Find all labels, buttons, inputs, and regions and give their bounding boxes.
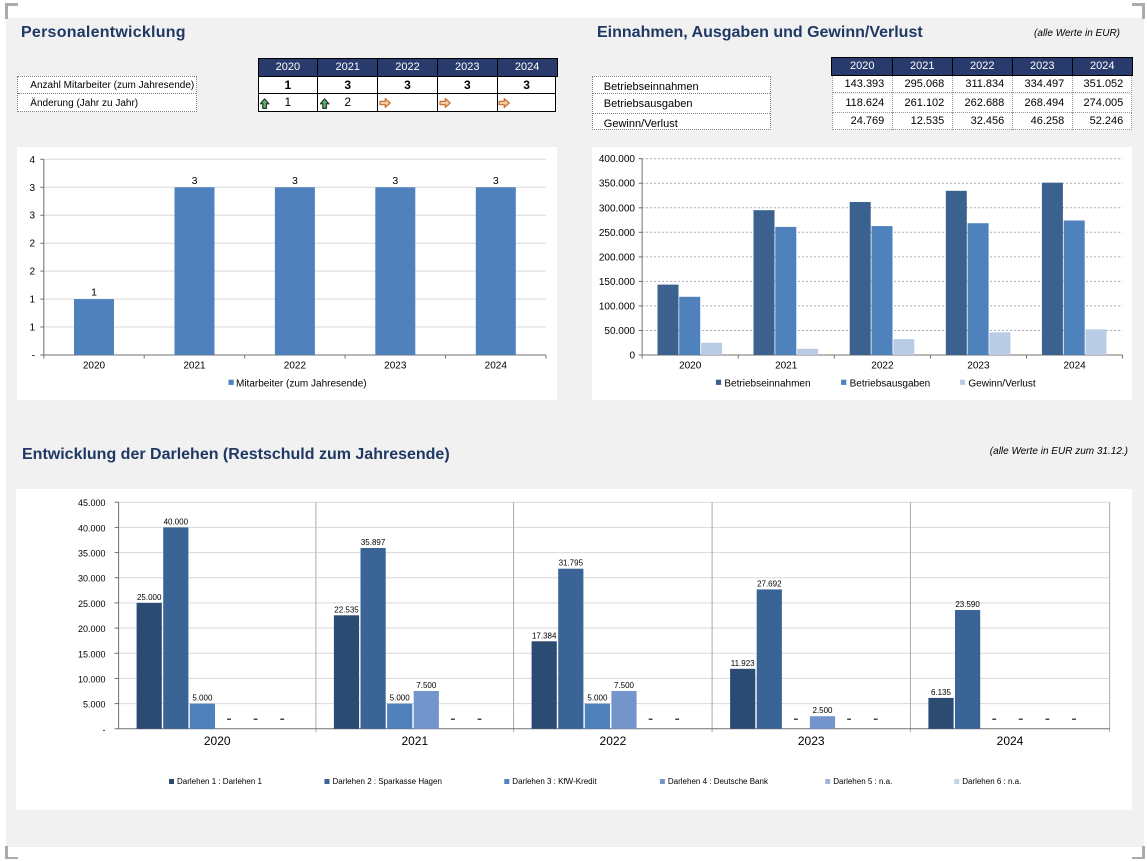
svg-text:10.000: 10.000 xyxy=(78,674,106,684)
svg-text:2021: 2021 xyxy=(775,361,798,372)
svg-text:17.384: 17.384 xyxy=(532,631,557,640)
svg-text:Mitarbeiter (zum Jahresende): Mitarbeiter (zum Jahresende) xyxy=(236,378,367,389)
svg-text:2021: 2021 xyxy=(183,361,206,372)
svg-text:100.000: 100.000 xyxy=(599,301,636,312)
svg-text:3: 3 xyxy=(292,175,298,187)
svg-text:Darlehen 1 : Darlehen 1: Darlehen 1 : Darlehen 1 xyxy=(177,777,262,786)
svg-text:2022: 2022 xyxy=(600,734,627,748)
svg-text:7.500: 7.500 xyxy=(416,681,437,690)
svg-text:31.795: 31.795 xyxy=(559,559,584,568)
svg-text:250.000: 250.000 xyxy=(599,228,636,239)
svg-text:400.000: 400.000 xyxy=(599,154,636,165)
svg-text:25.000: 25.000 xyxy=(78,599,106,609)
svg-text:Darlehen 4 : Deutsche Bank: Darlehen 4 : Deutsche Bank xyxy=(668,777,769,786)
svg-text:23.590: 23.590 xyxy=(955,600,980,609)
svg-text:1: 1 xyxy=(91,287,97,299)
svg-text:300.000: 300.000 xyxy=(599,203,636,214)
svg-text:7.500: 7.500 xyxy=(614,681,635,690)
svg-text:5.000: 5.000 xyxy=(390,694,411,703)
svg-text:2023: 2023 xyxy=(798,734,825,748)
svg-text:22.535: 22.535 xyxy=(334,605,359,614)
svg-text:2024: 2024 xyxy=(997,734,1024,748)
svg-text:6.135: 6.135 xyxy=(931,688,952,697)
svg-text:2022: 2022 xyxy=(284,361,307,372)
svg-text:Darlehen 2 : Sparkasse Hagen: Darlehen 2 : Sparkasse Hagen xyxy=(333,777,442,786)
svg-text:350.000: 350.000 xyxy=(599,179,636,190)
svg-text:5.000: 5.000 xyxy=(83,700,106,710)
svg-text:40.000: 40.000 xyxy=(78,523,106,533)
svg-text:2024: 2024 xyxy=(1063,361,1086,372)
svg-text:-: - xyxy=(103,725,106,735)
svg-text:2: 2 xyxy=(29,239,35,250)
svg-text:Betriebsausgaben: Betriebsausgaben xyxy=(850,378,931,389)
svg-text:25.000: 25.000 xyxy=(137,593,162,602)
svg-text:3: 3 xyxy=(192,175,198,187)
svg-text:2024: 2024 xyxy=(485,361,508,372)
svg-text:200.000: 200.000 xyxy=(599,252,636,263)
svg-text:Darlehen 5 : n.a.: Darlehen 5 : n.a. xyxy=(833,777,892,786)
svg-text:Gewinn/Verlust: Gewinn/Verlust xyxy=(968,378,1035,389)
svg-text:2023: 2023 xyxy=(967,361,990,372)
svg-text:2020: 2020 xyxy=(679,361,702,372)
svg-text:50.000: 50.000 xyxy=(604,326,635,337)
svg-text:15.000: 15.000 xyxy=(78,649,106,659)
svg-text:5.000: 5.000 xyxy=(192,694,213,703)
svg-text:2: 2 xyxy=(29,267,35,278)
svg-text:20.000: 20.000 xyxy=(78,624,106,634)
svg-text:3: 3 xyxy=(493,175,499,187)
svg-text:2022: 2022 xyxy=(871,361,894,372)
svg-text:Betriebseinnahmen: Betriebseinnahmen xyxy=(724,378,810,389)
svg-text:5.000: 5.000 xyxy=(587,694,608,703)
svg-text:3: 3 xyxy=(29,211,35,222)
svg-text:Darlehen 6 : n.a.: Darlehen 6 : n.a. xyxy=(962,777,1021,786)
svg-text:2.500: 2.500 xyxy=(812,706,833,715)
svg-text:2020: 2020 xyxy=(83,361,106,372)
svg-text:11.923: 11.923 xyxy=(731,659,755,668)
svg-text:1: 1 xyxy=(29,323,35,334)
svg-text:2021: 2021 xyxy=(401,734,428,748)
svg-text:35.000: 35.000 xyxy=(78,549,106,559)
svg-text:Darlehen 3 : KfW-Kredit: Darlehen 3 : KfW-Kredit xyxy=(512,777,597,786)
svg-text:3: 3 xyxy=(29,183,35,194)
svg-text:4: 4 xyxy=(29,155,35,166)
svg-text:-: - xyxy=(32,351,35,362)
svg-text:35.897: 35.897 xyxy=(361,538,386,547)
svg-text:150.000: 150.000 xyxy=(599,277,636,288)
svg-text:2020: 2020 xyxy=(204,734,231,748)
svg-text:2023: 2023 xyxy=(384,361,407,372)
svg-text:30.000: 30.000 xyxy=(78,574,106,584)
svg-text:40.000: 40.000 xyxy=(164,517,189,526)
svg-text:0: 0 xyxy=(629,351,635,362)
svg-text:3: 3 xyxy=(392,175,398,187)
svg-text:27.692: 27.692 xyxy=(757,579,782,588)
svg-text:45.000: 45.000 xyxy=(78,498,106,508)
svg-text:1: 1 xyxy=(29,295,35,306)
